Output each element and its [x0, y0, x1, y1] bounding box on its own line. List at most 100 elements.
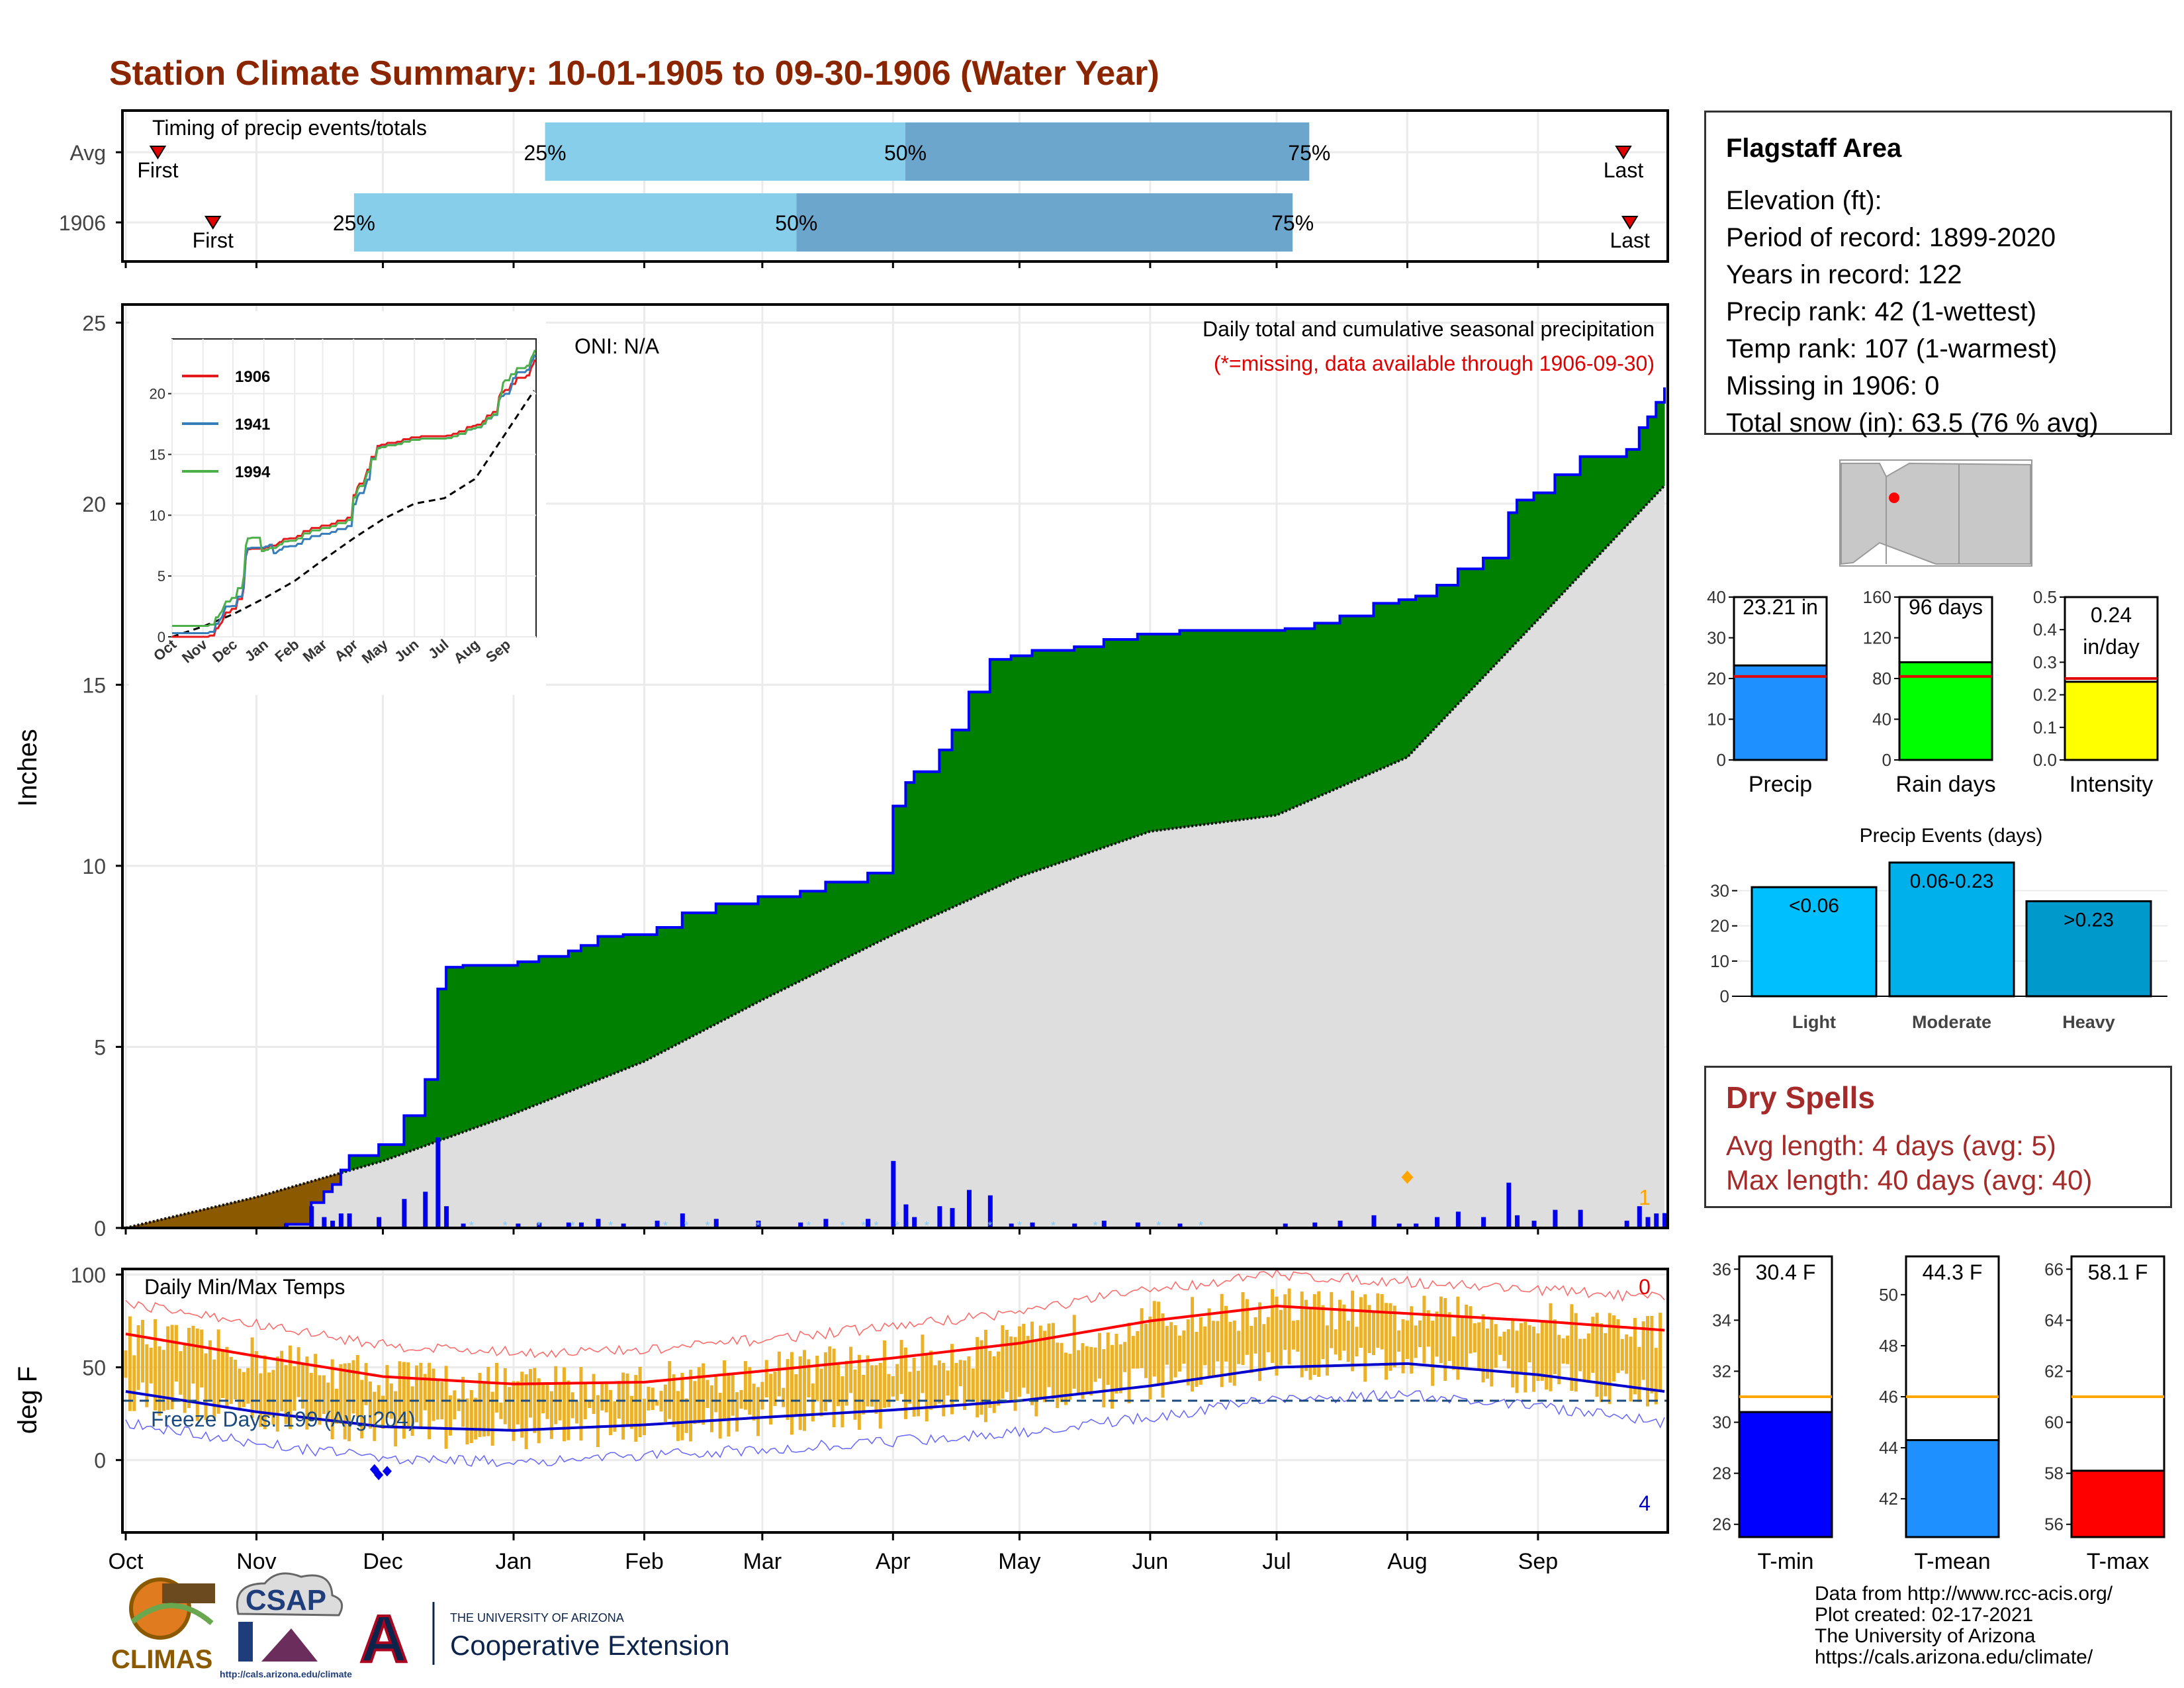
timing-panel-label: Timing of precip events/totals	[152, 116, 427, 140]
inset-average-line	[171, 390, 535, 638]
precip-event-label: Light	[1792, 1012, 1836, 1032]
mini-bar-value	[2064, 680, 2159, 761]
y-tick-label: 44	[1879, 1438, 1898, 1458]
trace-marker: *	[1093, 1219, 1098, 1233]
daily-precip-bar	[1654, 1213, 1659, 1228]
y-tick-label: 32	[1712, 1361, 1731, 1381]
daily-precip-bar	[1455, 1211, 1461, 1228]
y-tick-label: 0	[1882, 750, 1891, 770]
trace-marker: *	[874, 1219, 878, 1233]
record-high-line	[125, 1268, 1665, 1358]
temp-bar-label: T-min	[1758, 1549, 1814, 1574]
last-label: Last	[1610, 228, 1650, 252]
precip-event-range: >0.23	[2064, 909, 2114, 931]
daily-precip-bar	[284, 1223, 289, 1228]
temp-bar-value-text: 44.3 F	[1923, 1260, 1983, 1284]
mini-bar-value	[1733, 664, 1828, 761]
max-count-label: 0	[1639, 1275, 1651, 1299]
timing-p50-label: 50%	[884, 141, 927, 165]
daily-precip-bar	[1072, 1223, 1077, 1228]
daily-precip-bar	[435, 1137, 441, 1228]
credit-line: The University of Arizona	[1815, 1625, 2036, 1647]
y-tick-label: 0.1	[2033, 718, 2057, 737]
trace-marker: *	[663, 1219, 668, 1233]
station-name: Flagstaff Area	[1726, 134, 1902, 163]
first-label: First	[137, 158, 178, 182]
timing-bar-25-50	[545, 122, 905, 181]
daily-precip-bar	[713, 1219, 719, 1228]
average-min-temp-line	[125, 1362, 1665, 1432]
daily-precip-bar	[1531, 1221, 1537, 1228]
arizona-map-icon	[1839, 459, 2032, 567]
y-tick-label: 25	[82, 311, 106, 335]
record-min-marker	[374, 1470, 384, 1481]
daily-precip-bar	[903, 1204, 909, 1228]
y-tick-label: 5	[94, 1035, 106, 1059]
csap-logo-text: CSAP	[246, 1584, 326, 1617]
y-tick-label: 60	[2044, 1413, 2064, 1432]
y-tick-label: 40	[1872, 710, 1891, 729]
y-tick-label: 0.3	[2033, 652, 2057, 672]
mini-bar-value-text: 23.21 in	[1743, 595, 1818, 619]
oni-label: ONI: N/A	[574, 334, 660, 358]
timing-bar-25-50	[353, 193, 797, 252]
timing-p50-label: 50%	[775, 211, 817, 235]
daily-precip-bar	[566, 1222, 571, 1228]
month-label: Dec	[363, 1549, 402, 1574]
daily-precip-bar	[596, 1219, 601, 1228]
y-tick-label: 0	[94, 1449, 106, 1473]
y-tick-label: 20	[1710, 916, 1729, 936]
daily-precip-bar	[338, 1213, 343, 1228]
daily-precip-bar	[680, 1213, 685, 1228]
daily-precip-bar	[1637, 1206, 1642, 1228]
inset-y-label: 10	[150, 507, 165, 524]
month-label: Jan	[496, 1549, 532, 1574]
trace-marker: *	[806, 1219, 811, 1233]
daily-precip-bar	[1009, 1223, 1014, 1228]
y-tick-label: 0.4	[2033, 620, 2057, 639]
temp-panel: 0 50 100 deg F Daily Min/Max Temps Freeze …	[13, 1263, 1669, 1534]
daily-precip-bar	[1338, 1221, 1343, 1228]
min-count-label: 4	[1639, 1491, 1651, 1515]
trace-marker: *	[1051, 1219, 1056, 1233]
y-tick-label: 40	[1707, 587, 1726, 607]
y-tick-label: 48	[1879, 1336, 1898, 1356]
ua-big-text: Cooperative Extension	[450, 1630, 730, 1661]
month-label: Oct	[109, 1549, 144, 1574]
first-label: First	[193, 228, 234, 252]
station-info-line: Total snow (in): 63.5 (76 % avg)	[1726, 408, 2099, 438]
daily-precip-bar	[655, 1221, 660, 1228]
y-tick-label: 120	[1863, 628, 1891, 648]
daily-precip-bar	[987, 1195, 993, 1228]
timing-row-label: 1906	[59, 211, 106, 235]
daily-precip-bar	[621, 1223, 626, 1228]
timing-bar-50-75	[796, 193, 1293, 252]
mini-bar-label: Rain days	[1895, 772, 1995, 797]
precip-event-range: 0.06-0.23	[1910, 870, 1994, 892]
daily-temp-range-bars	[124, 1288, 1662, 1450]
dry-spells-box: Dry Spells Avg length: 4 days (avg: 5) M…	[1704, 1066, 2172, 1208]
timing-p25-label: 25%	[524, 141, 567, 165]
daily-precip-bar	[798, 1222, 803, 1228]
daily-precip-bar	[891, 1160, 896, 1228]
y-tick-label: 50	[1879, 1285, 1898, 1305]
inset-y-label: 5	[158, 568, 165, 585]
summary-bars: 0 10 20 30 40 23.21 in Precip 0 40 80 120 160 96 day…	[1707, 587, 2159, 797]
average-cumulative-area	[126, 485, 1664, 1228]
y-tick-label: 50	[82, 1356, 106, 1380]
y-tick-label: 0.0	[2033, 750, 2057, 770]
trace-marker: *	[895, 1219, 899, 1233]
daily-precip-bar	[330, 1221, 336, 1228]
trace-marker: *	[925, 1219, 929, 1233]
daily-precip-bar	[1645, 1217, 1651, 1228]
daily-precip-bar	[461, 1223, 466, 1228]
inset-y-label: 15	[150, 446, 165, 463]
cumulative-precip-line	[126, 387, 1666, 1229]
inset-series-line	[172, 349, 536, 627]
daily-precip-bar	[966, 1190, 972, 1228]
mini-bar-value-text: 96 days	[1909, 595, 1983, 619]
precip-event-bar	[2025, 900, 2152, 998]
average-cumulative-line	[125, 485, 1666, 1229]
precip-event-bar	[1888, 861, 2015, 998]
